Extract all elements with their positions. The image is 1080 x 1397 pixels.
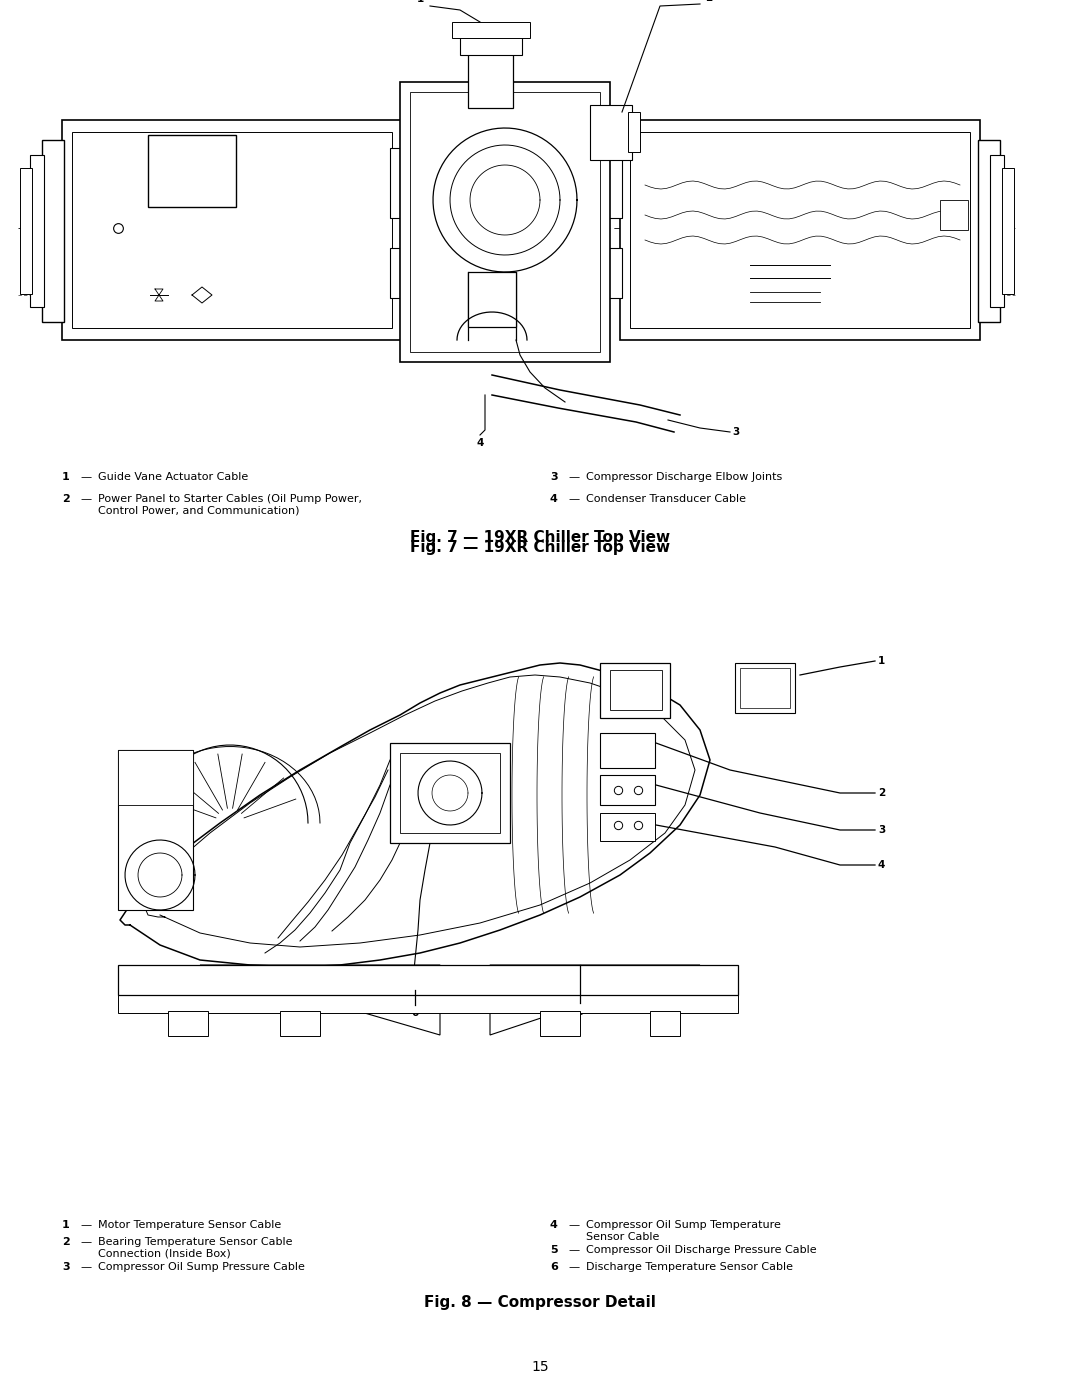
Text: 6: 6 [550, 1261, 558, 1273]
Text: 4: 4 [878, 861, 886, 870]
Bar [400, 82, 610, 362]
Bar [627, 112, 640, 152]
Text: Compressor Oil Sump Temperature
Sensor Cable: Compressor Oil Sump Temperature Sensor C… [586, 1220, 781, 1242]
Text: 5: 5 [550, 1245, 557, 1255]
Text: 4: 4 [550, 1220, 558, 1229]
Bar [468, 47, 513, 108]
Bar [118, 965, 738, 995]
Bar [453, 22, 530, 38]
Text: 2: 2 [705, 0, 712, 3]
Bar [978, 140, 1000, 321]
Bar [21, 168, 32, 293]
Text: Motor Temperature Sensor Cable: Motor Temperature Sensor Cable [98, 1220, 281, 1229]
Bar [280, 1011, 320, 1037]
Bar [1002, 168, 1014, 293]
Bar [610, 671, 662, 710]
Text: —: — [568, 1220, 579, 1229]
Text: 6: 6 [411, 1009, 419, 1018]
Text: 1: 1 [878, 657, 886, 666]
Polygon shape [490, 965, 700, 1035]
Bar [590, 105, 632, 161]
Bar [410, 92, 600, 352]
Text: 2: 2 [62, 1236, 70, 1248]
Bar [30, 155, 44, 307]
Text: —: — [80, 1236, 91, 1248]
Text: 4: 4 [550, 495, 558, 504]
Bar [468, 272, 516, 327]
Bar [600, 813, 654, 841]
Bar [400, 753, 500, 833]
Bar [118, 995, 738, 1013]
Text: 1: 1 [62, 1220, 70, 1229]
Text: Fig. 7 — 19XR Chiller Top View: Fig. 7 — 19XR Chiller Top View [410, 541, 670, 555]
Bar [620, 120, 980, 339]
Bar [62, 120, 402, 339]
Bar [390, 148, 418, 218]
Bar [735, 664, 795, 712]
Text: 4: 4 [476, 439, 484, 448]
Text: —: — [568, 472, 579, 482]
Bar [148, 136, 237, 207]
Polygon shape [200, 965, 440, 1035]
Bar [600, 733, 654, 768]
Text: Power Panel to Starter Cables (Oil Pump Power,
Control Power, and Communication): Power Panel to Starter Cables (Oil Pump … [98, 495, 362, 515]
Text: Compressor Oil Sump Pressure Cable: Compressor Oil Sump Pressure Cable [98, 1261, 305, 1273]
Text: —: — [80, 1220, 91, 1229]
Text: 1: 1 [62, 472, 70, 482]
Bar [118, 750, 193, 805]
Bar [390, 743, 510, 842]
Text: 3: 3 [550, 472, 557, 482]
Bar [118, 750, 193, 909]
Text: Fig. 7 — 19XR Chiller Top View: Fig. 7 — 19XR Chiller Top View [410, 529, 670, 545]
Text: Compressor Oil Discharge Pressure Cable: Compressor Oil Discharge Pressure Cable [586, 1245, 816, 1255]
Text: 2: 2 [878, 788, 886, 798]
Bar [630, 131, 970, 328]
Text: 5: 5 [577, 1007, 583, 1017]
Text: 2: 2 [62, 495, 70, 504]
Text: 3: 3 [62, 1261, 69, 1273]
Bar [168, 1011, 208, 1037]
Bar [72, 131, 392, 328]
Text: 1: 1 [417, 0, 423, 4]
Bar [592, 148, 622, 218]
Text: 3: 3 [732, 427, 739, 437]
Bar [650, 1011, 680, 1037]
Text: —: — [80, 472, 91, 482]
Text: —: — [80, 1261, 91, 1273]
Bar [390, 249, 418, 298]
Text: Condenser Transducer Cable: Condenser Transducer Cable [586, 495, 746, 504]
Text: Guide Vane Actuator Cable: Guide Vane Actuator Cable [98, 472, 248, 482]
Text: Discharge Temperature Sensor Cable: Discharge Temperature Sensor Cable [586, 1261, 793, 1273]
Text: —: — [568, 1245, 579, 1255]
Text: 3: 3 [878, 826, 886, 835]
Text: —: — [80, 495, 91, 504]
Bar [540, 1011, 580, 1037]
Text: Compressor Discharge Elbow Joints: Compressor Discharge Elbow Joints [586, 472, 782, 482]
Bar [460, 35, 522, 54]
Text: 15: 15 [531, 1361, 549, 1375]
Text: Fig. 8 — Compressor Detail: Fig. 8 — Compressor Detail [424, 1295, 656, 1310]
Text: —: — [568, 1261, 579, 1273]
Bar [600, 775, 654, 805]
Text: —: — [568, 495, 579, 504]
Bar [600, 664, 670, 718]
Bar [592, 249, 622, 298]
Bar [940, 200, 968, 231]
Bar [990, 155, 1004, 307]
Bar [42, 140, 64, 321]
Bar [740, 668, 789, 708]
Text: Bearing Temperature Sensor Cable
Connection (Inside Box): Bearing Temperature Sensor Cable Connect… [98, 1236, 293, 1259]
